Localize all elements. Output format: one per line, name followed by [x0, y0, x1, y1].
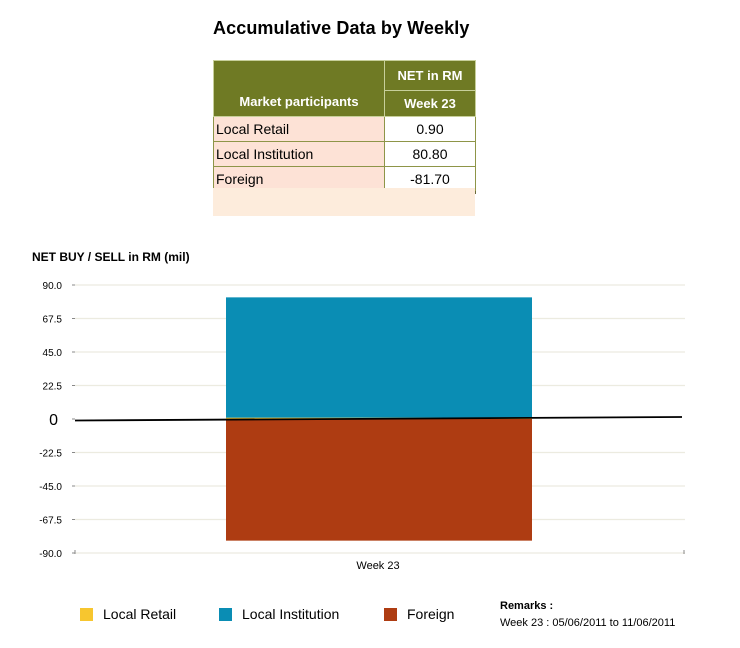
- bar-local-institution: [226, 297, 532, 418]
- y-tick-label: 67.5: [43, 315, 63, 326]
- remarks-text: Week 23 : 05/06/2011 to 11/06/2011: [500, 617, 676, 629]
- legend-label: Foreign: [407, 606, 455, 622]
- chart: 90.0 67.5 45.0 22.5 0 -22.5 -45.0 -67.5 -90.0 Wee…: [39, 281, 685, 572]
- row-name: Local Institution: [213, 141, 385, 167]
- col-header-week: Week 23: [384, 89, 476, 118]
- y-tick-label: -22.5: [39, 449, 62, 460]
- x-tick-label: Week 23: [356, 560, 399, 572]
- data-table: Market participants NET in RM Week 23 Lo…: [213, 60, 476, 194]
- zero-line: [74, 416, 683, 422]
- legend-swatch: [80, 607, 93, 621]
- remarks-title: Remarks :: [500, 600, 554, 612]
- y-tick-label: 0: [49, 412, 58, 429]
- legend-label: Local Institution: [242, 606, 340, 622]
- legend-swatch: [384, 607, 397, 621]
- row-value: 0.90: [384, 116, 476, 142]
- col-header-net: NET in RM: [384, 60, 476, 91]
- y-tick-label: -90.0: [39, 549, 62, 560]
- legend-item-foreign: Foreign: [384, 606, 454, 622]
- legend-label: Local Retail: [103, 606, 177, 622]
- table-footer: [213, 188, 475, 216]
- y-tick-label: -67.5: [39, 516, 62, 527]
- chart-ylabel: NET BUY / SELL in RM (mil): [32, 250, 190, 264]
- y-tick-label: 90.0: [43, 281, 63, 292]
- legend-swatch: [219, 607, 232, 621]
- row-value: 80.80: [384, 141, 476, 167]
- row-name: Local Retail: [213, 116, 385, 142]
- legend-item-local-retail: Local Retail: [80, 606, 176, 622]
- y-tick-label: 45.0: [43, 348, 63, 359]
- table-row: Local Retail 0.90: [213, 116, 476, 142]
- bar-foreign: [226, 419, 532, 541]
- y-tick-label: -45.0: [39, 482, 62, 493]
- y-tick-label: 22.5: [43, 382, 63, 393]
- legend-item-local-institution: Local Institution: [219, 606, 339, 622]
- table-row: Local Institution 80.80: [213, 141, 476, 167]
- page-title: Accumulative Data by Weekly: [213, 18, 470, 38]
- col-header-participants: Market participants: [213, 60, 385, 117]
